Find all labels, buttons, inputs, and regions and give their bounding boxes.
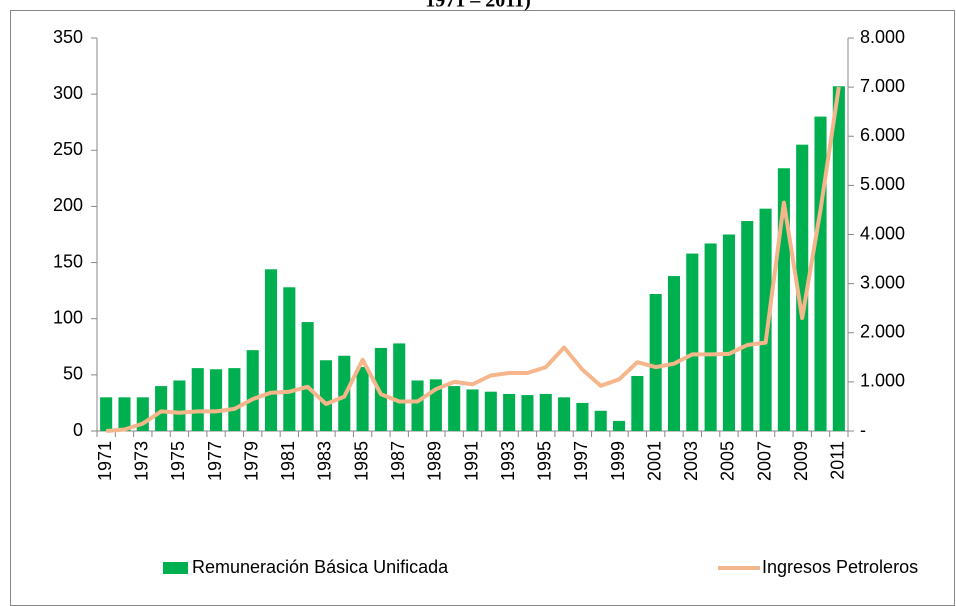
bar	[393, 343, 406, 431]
x-tick-label: 2007	[754, 441, 774, 481]
bar	[356, 366, 369, 431]
x-tick-label: 1993	[498, 441, 518, 481]
legend-swatch	[163, 562, 188, 574]
bar	[704, 243, 717, 431]
legend-label: Remuneración Básica Unificada	[192, 557, 449, 577]
y2-tick-label: 5.000	[860, 174, 905, 194]
x-tick-label: 1985	[351, 441, 371, 481]
x-tick-label: 1973	[132, 441, 152, 481]
bar	[503, 393, 516, 431]
y2-tick-label: 3.000	[860, 272, 905, 292]
bar	[814, 116, 827, 431]
bar	[558, 397, 571, 431]
bar	[759, 208, 772, 431]
bar	[576, 402, 589, 431]
y2-tick-label: 7.000	[860, 76, 905, 96]
y2-tick-label: 4.000	[860, 223, 905, 243]
x-tick-label: 1971	[95, 441, 115, 481]
y2-tick-label: 6.000	[860, 125, 905, 145]
x-tick-label: 2011	[828, 441, 848, 480]
bar	[264, 269, 278, 431]
bar	[722, 234, 735, 431]
x-tick-label: 1999	[608, 441, 628, 481]
x-tick-label: 1979	[241, 441, 261, 481]
y2-tick-label: -	[860, 420, 866, 440]
bar	[612, 420, 626, 431]
x-tick-label: 2001	[644, 441, 664, 481]
bar	[649, 294, 662, 431]
y2-tick-label: 8.000	[860, 27, 905, 47]
chart-title: 1971 – 2011)	[425, 0, 531, 12]
x-tick-label: 1983	[315, 441, 335, 481]
bar	[667, 276, 681, 431]
x-tick-label: 1989	[425, 441, 445, 481]
line	[106, 86, 841, 433]
bar	[283, 287, 296, 431]
y-tick-label: 200	[53, 195, 83, 215]
bar	[118, 397, 131, 431]
x-tick-label: 1981	[278, 441, 298, 481]
x-tick-label: 1987	[388, 441, 408, 481]
x-tick-label: 1995	[535, 441, 555, 481]
bar	[173, 380, 186, 431]
y-tick-label: 250	[53, 139, 83, 159]
bar	[466, 389, 479, 431]
bar	[411, 380, 424, 431]
y-tick-label: 50	[63, 364, 83, 384]
x-tick-label: 1997	[571, 441, 591, 481]
bar	[448, 386, 461, 431]
y2-tick-label: 1.000	[860, 371, 905, 391]
bar	[484, 391, 497, 431]
x-tick-label: 2003	[681, 441, 701, 481]
y-tick-label: 0	[73, 420, 83, 440]
bar	[539, 393, 552, 431]
bar	[155, 386, 168, 431]
legend-label: Ingresos Petroleros	[762, 557, 918, 577]
chart-frame	[10, 10, 955, 606]
bar	[796, 144, 809, 431]
y2-tick-label: 2.000	[860, 322, 905, 342]
x-tick-label: 2009	[791, 441, 811, 481]
y-tick-label: 350	[53, 27, 83, 47]
bar	[100, 397, 113, 431]
bar	[301, 322, 314, 431]
x-tick-label: 1975	[168, 441, 188, 481]
bar	[191, 368, 204, 431]
x-tick-label: 2005	[718, 441, 738, 481]
bar	[631, 375, 644, 431]
bar	[374, 347, 387, 431]
bar	[246, 350, 259, 431]
bar	[594, 410, 607, 431]
bar	[832, 86, 845, 431]
y-tick-label: 150	[53, 251, 83, 271]
bar	[686, 253, 699, 431]
bar	[319, 360, 333, 431]
x-tick-label: 1991	[461, 441, 481, 481]
bar	[741, 221, 754, 431]
y-tick-label: 100	[53, 307, 83, 327]
x-tick-label: 1977	[205, 441, 225, 481]
bar	[228, 368, 241, 431]
bar	[210, 369, 223, 431]
bar	[521, 395, 534, 431]
y-tick-label: 300	[53, 83, 83, 103]
